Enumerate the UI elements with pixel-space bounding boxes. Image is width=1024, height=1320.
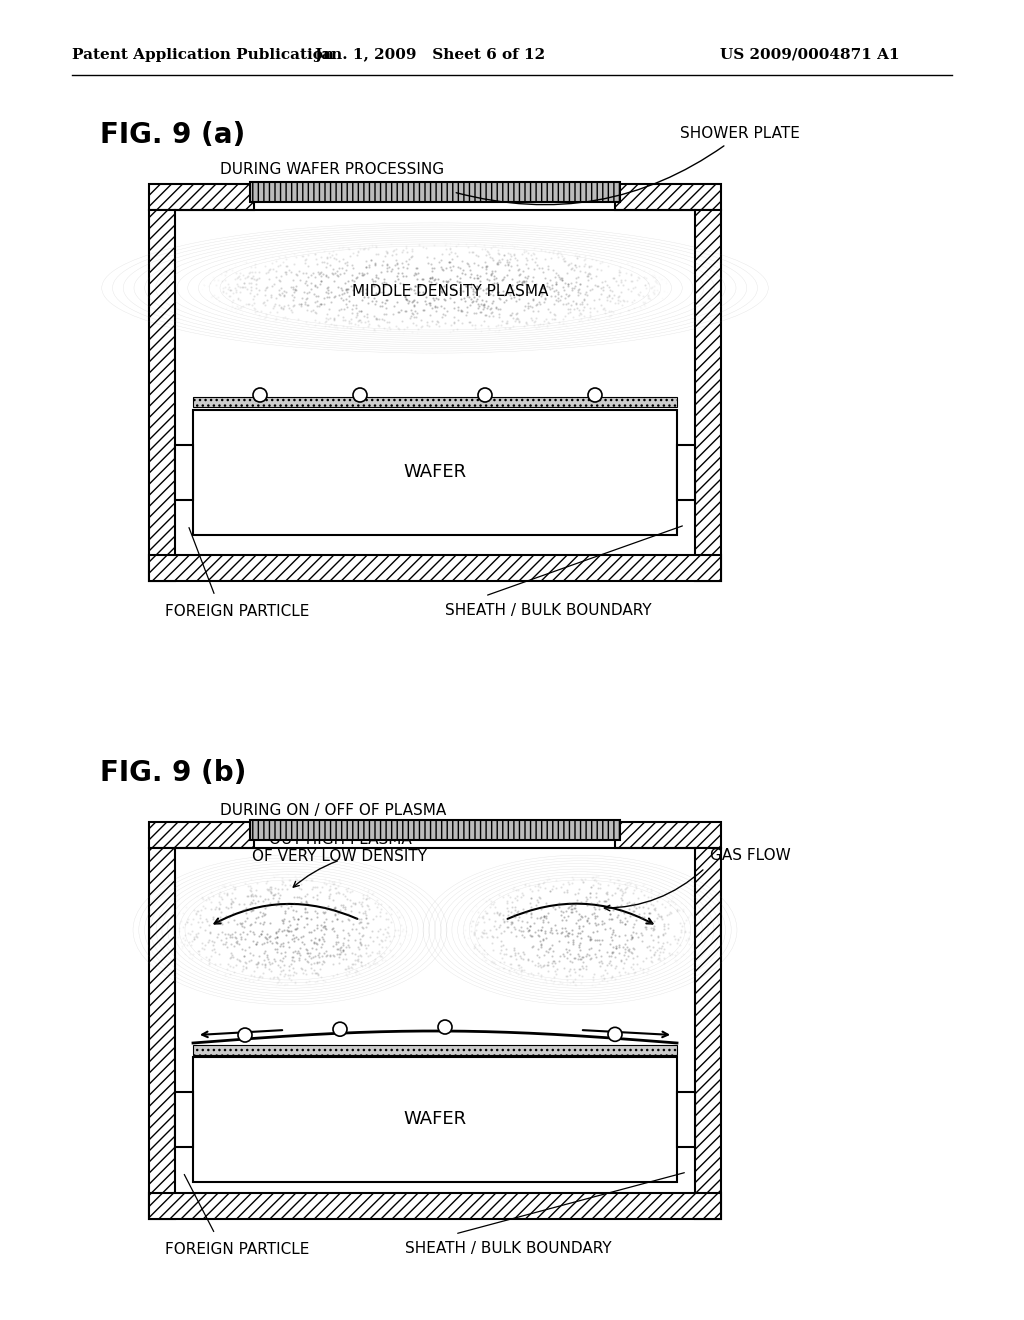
Text: Jan. 1, 2009   Sheet 6 of 12: Jan. 1, 2009 Sheet 6 of 12 xyxy=(314,48,546,62)
Text: SHOWER PLATE: SHOWER PLATE xyxy=(456,127,800,205)
Bar xyxy=(615,183,721,210)
Bar xyxy=(150,183,254,210)
Text: FIG. 9 (a): FIG. 9 (a) xyxy=(100,121,246,149)
Bar xyxy=(150,847,175,1218)
Circle shape xyxy=(353,388,367,403)
Bar xyxy=(175,445,193,500)
Bar xyxy=(250,182,620,202)
Text: FIG. 9 (b): FIG. 9 (b) xyxy=(100,759,247,787)
Text: US 2009/0004871 A1: US 2009/0004871 A1 xyxy=(720,48,900,62)
Circle shape xyxy=(438,1020,452,1034)
Circle shape xyxy=(588,388,602,403)
Text: FOREIGN PARTICLE: FOREIGN PARTICLE xyxy=(165,1242,309,1257)
Bar xyxy=(677,445,695,500)
Text: GAS FLOW: GAS FLOW xyxy=(710,849,791,863)
Circle shape xyxy=(478,388,492,403)
Bar xyxy=(695,847,721,1218)
Circle shape xyxy=(333,1022,347,1036)
Bar xyxy=(615,822,721,847)
Circle shape xyxy=(253,388,267,403)
Text: SHEATH / BULK BOUNDARY: SHEATH / BULK BOUNDARY xyxy=(445,603,651,619)
Circle shape xyxy=(238,1028,252,1041)
Text: MIDDLE DENSITY PLASMA: MIDDLE DENSITY PLASMA xyxy=(352,284,548,298)
Bar xyxy=(695,210,721,581)
Bar xyxy=(193,411,677,535)
Text: SHEATH / BULK BOUNDARY: SHEATH / BULK BOUNDARY xyxy=(406,1242,611,1257)
Text: WAFER: WAFER xyxy=(403,1110,467,1129)
Bar xyxy=(150,210,175,581)
Circle shape xyxy=(608,1027,622,1041)
Text: DURING WAFER PROCESSING: DURING WAFER PROCESSING xyxy=(220,162,444,177)
Bar xyxy=(150,1193,721,1218)
Text: OUT-HIGH PLASMA
OF VERY LOW DENSITY: OUT-HIGH PLASMA OF VERY LOW DENSITY xyxy=(253,832,427,865)
Bar xyxy=(193,397,677,407)
Bar xyxy=(193,1057,677,1181)
Bar xyxy=(193,1045,677,1055)
Text: FOREIGN PARTICLE: FOREIGN PARTICLE xyxy=(165,603,309,619)
Bar xyxy=(175,1092,193,1147)
Text: DURING ON / OFF OF PLASMA: DURING ON / OFF OF PLASMA xyxy=(220,804,446,818)
Bar xyxy=(677,1092,695,1147)
Bar xyxy=(150,822,254,847)
Text: Patent Application Publication: Patent Application Publication xyxy=(72,48,334,62)
Bar xyxy=(150,554,721,581)
Bar xyxy=(250,820,620,840)
Text: WAFER: WAFER xyxy=(403,463,467,480)
